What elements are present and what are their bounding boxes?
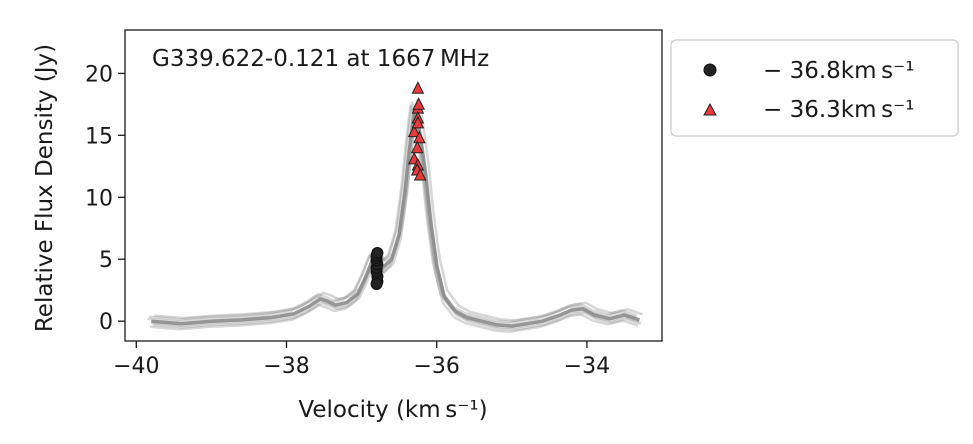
- chart-title: G339.622-0.121 at 1667 MHz: [152, 46, 489, 72]
- legend-marker-triangle: [703, 102, 717, 116]
- legend-frame: [670, 39, 959, 137]
- y-tick-label: 10: [85, 186, 113, 211]
- legend-marker-circle: [703, 63, 717, 77]
- y-tick-label: 0: [99, 310, 113, 335]
- y-axis-label: Relative Flux Density (Jy): [32, 44, 58, 332]
- x-tick-label: −38: [263, 354, 309, 379]
- x-tick-label: −36: [413, 354, 459, 379]
- y-tick-label: 5: [99, 248, 113, 273]
- x-tick-label: −40: [113, 354, 159, 379]
- spectrum-line-copy: [148, 101, 638, 323]
- series-2-point: [413, 167, 427, 181]
- series-2-point: [412, 97, 426, 110]
- y-axis: 0 5 10 15 20: [85, 62, 125, 335]
- x-axis-label: Velocity (km s⁻¹): [298, 397, 487, 423]
- y-tick-label: 20: [85, 62, 113, 87]
- series-2-point: [411, 81, 425, 94]
- legend-label-series-2: − 36.3km s⁻¹: [763, 97, 914, 123]
- series-2-point: [407, 124, 421, 138]
- plot-frame: [124, 29, 663, 342]
- x-tick-label: −34: [564, 354, 610, 379]
- series-1-point: [370, 278, 383, 290]
- marker-layer: [370, 81, 427, 290]
- series-2-point: [413, 130, 426, 144]
- legend: − 36.8km s⁻¹ − 36.3km s⁻¹: [670, 39, 959, 137]
- series-1-point: [371, 247, 384, 259]
- spectrum-line-copy: [147, 104, 637, 325]
- series-2-point: [410, 140, 424, 154]
- legend-label-series-1: − 36.8km s⁻¹: [763, 58, 914, 84]
- y-tick-label: 15: [85, 124, 113, 149]
- x-axis: −40 −38 −36 −34: [113, 341, 610, 379]
- series-2-point: [411, 115, 425, 129]
